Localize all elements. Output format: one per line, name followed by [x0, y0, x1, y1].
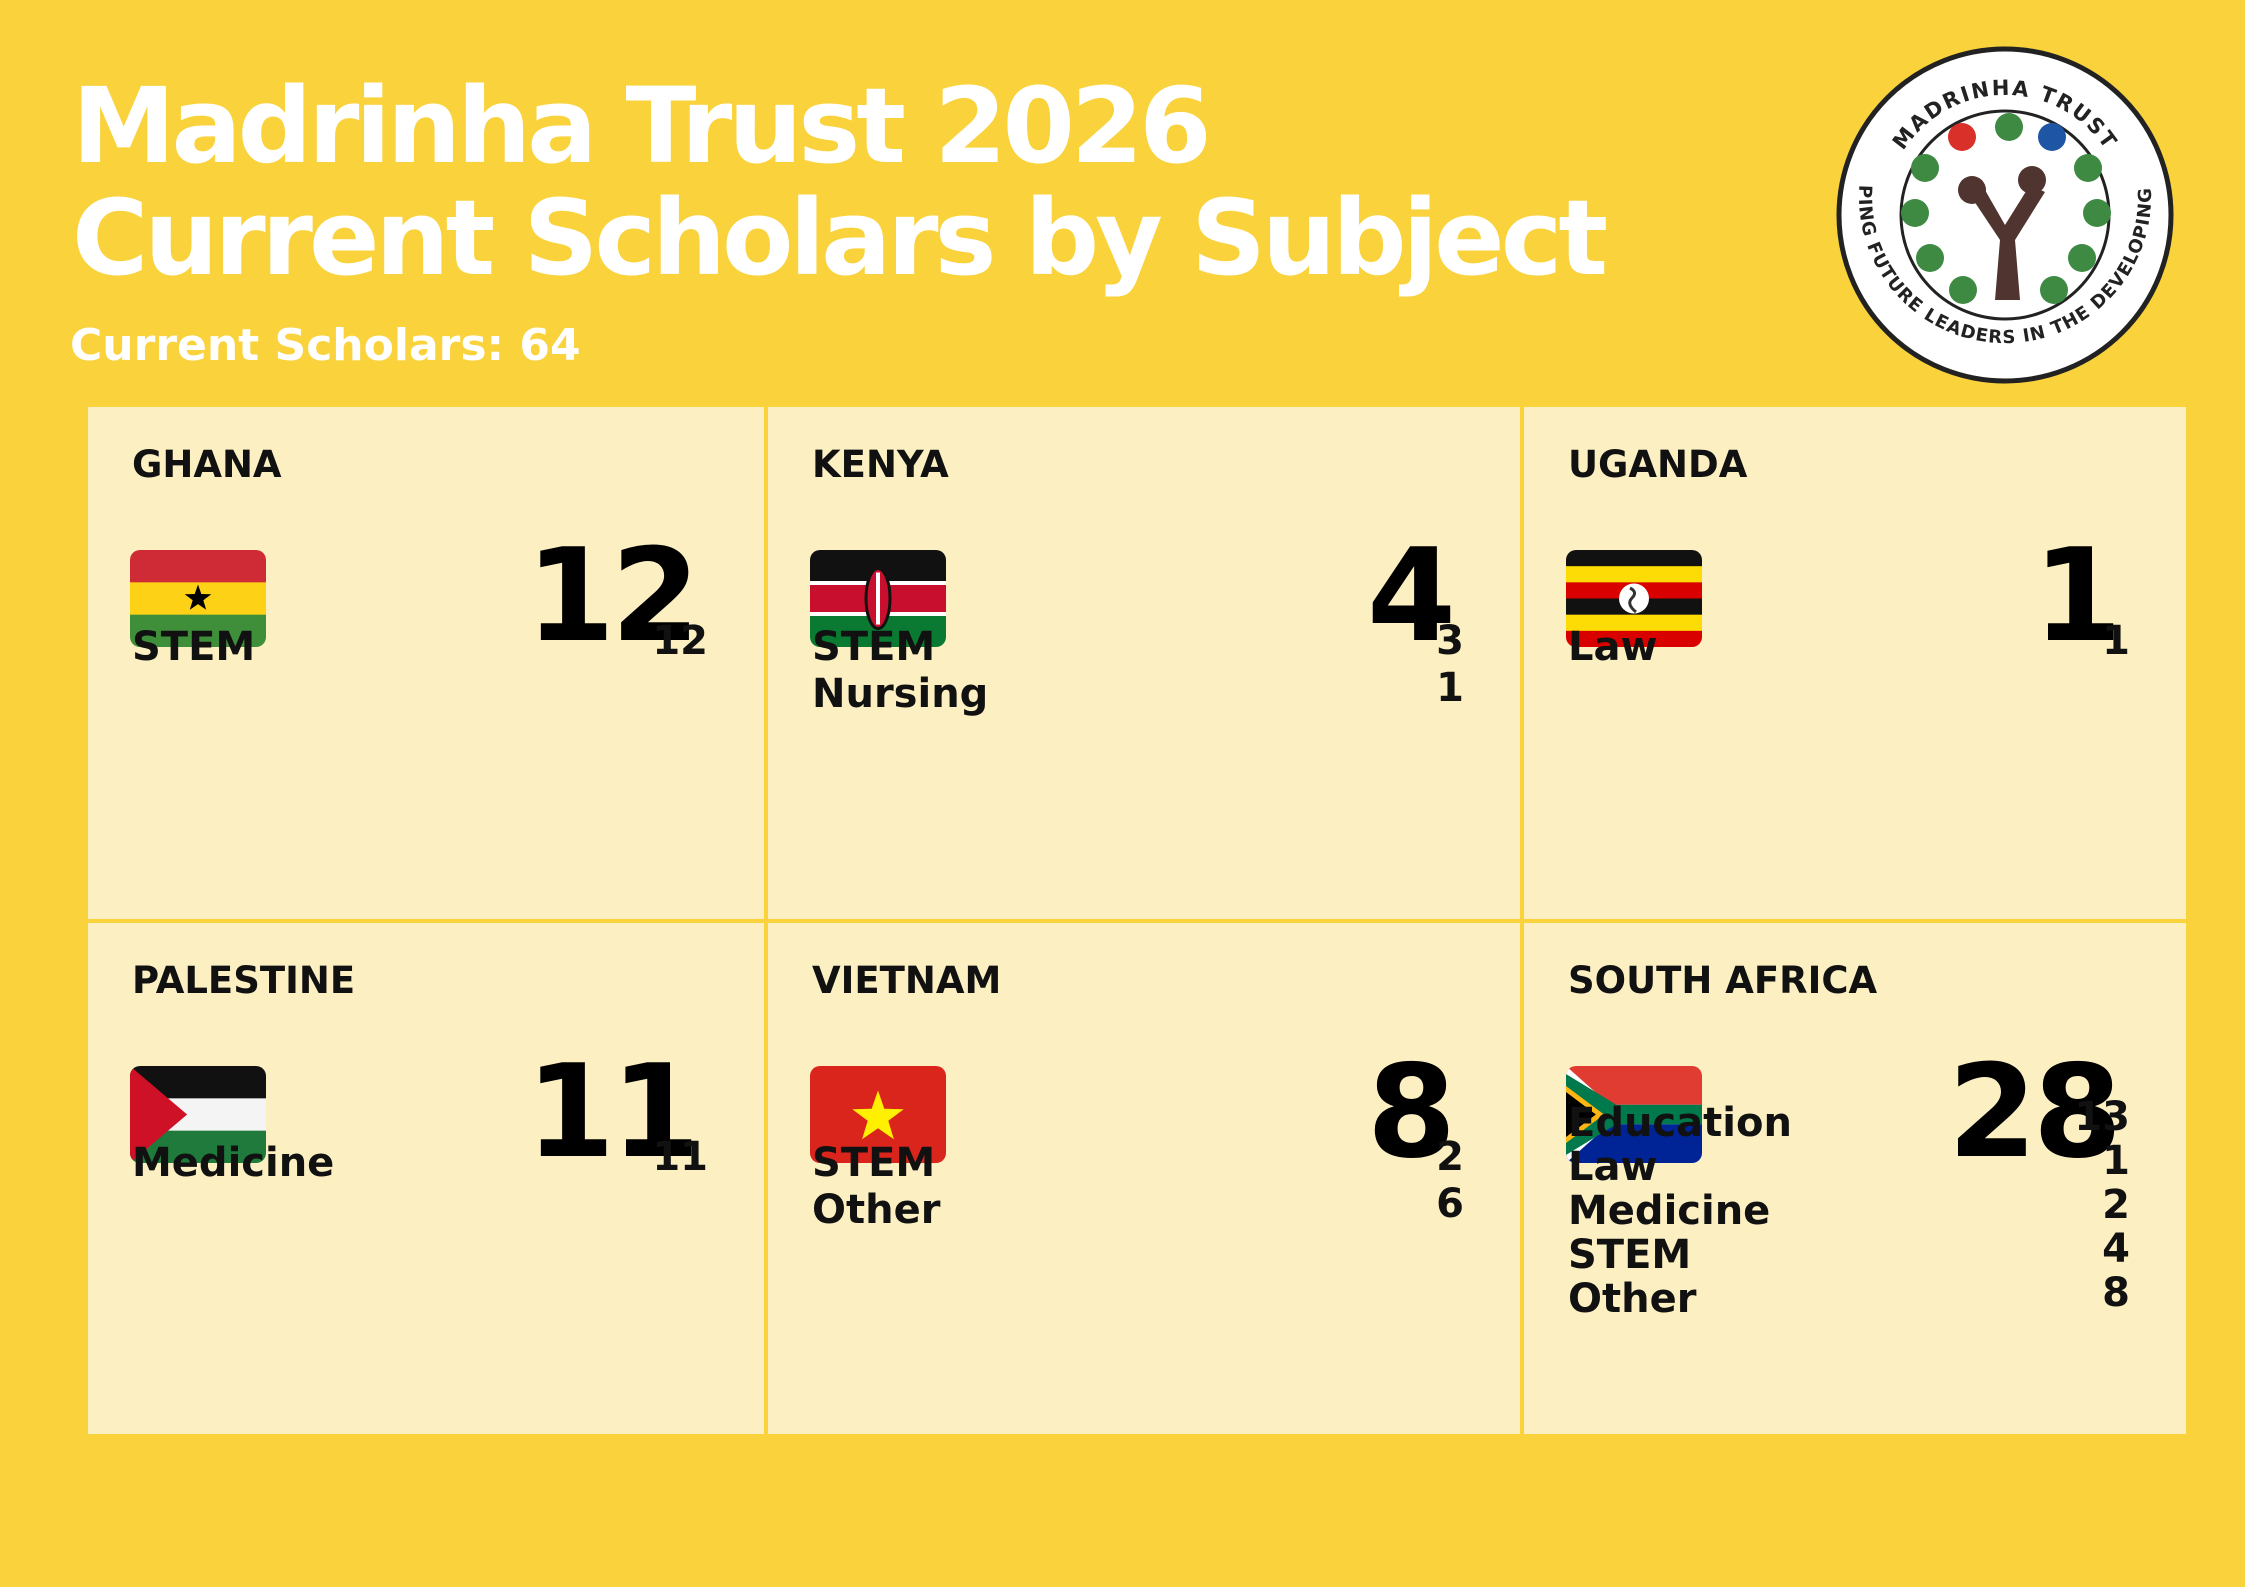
subject-name: Law — [1568, 624, 1657, 670]
flag-stripe — [1566, 1066, 1702, 1086]
country-card: GHANA 12 STEM 12 — [88, 407, 764, 919]
flag-y-black — [1566, 1092, 1596, 1137]
flag — [1566, 550, 1702, 647]
subject-name: STEM — [132, 624, 255, 670]
flag-stripe — [1566, 566, 1702, 583]
flag-stripe — [1566, 550, 1702, 567]
flag-stripe — [130, 614, 266, 647]
subject-name: Other — [812, 1187, 941, 1233]
subject-count: 12 — [652, 618, 708, 664]
subject-count: 13 — [2074, 1094, 2130, 1140]
flag-star — [184, 584, 212, 610]
subject-name: Medicine — [132, 1140, 334, 1186]
country-total: 4 — [1367, 522, 1452, 671]
flag — [810, 550, 946, 647]
card-bg — [88, 407, 764, 919]
country-name: SOUTH AFRICA — [1568, 959, 1878, 1002]
flag — [1566, 1066, 1702, 1163]
country-total: 11 — [526, 1038, 696, 1187]
subject-count: 4 — [2102, 1226, 2130, 1272]
subject-name: STEM — [812, 1140, 935, 1186]
subject-name: Other — [1568, 1276, 1697, 1322]
subject-name: STEM — [1568, 1232, 1691, 1278]
country-card: SOUTH AFRICA 28 Education 13 Law 1 Medicine 2 ST… — [1524, 923, 2186, 1434]
subject-count: 1 — [2102, 1138, 2130, 1184]
flag — [130, 550, 266, 647]
card-bg — [1524, 407, 2186, 919]
flag-stripe — [1566, 1143, 1702, 1163]
subject-name: Medicine — [1568, 1188, 1770, 1234]
country-card: VIETNAM 8 STEM 2 Other 6 — [768, 923, 1520, 1434]
flag-stripe — [1566, 630, 1702, 647]
flag — [810, 1066, 946, 1163]
flag-star — [852, 1090, 904, 1140]
flag-shield-band — [876, 572, 880, 625]
card-bg — [768, 407, 1520, 919]
country-name: UGANDA — [1568, 443, 1748, 486]
flag-triangle — [130, 1066, 188, 1163]
flag — [130, 1066, 266, 1163]
flag-stripe — [130, 550, 266, 583]
flag-stripe — [1566, 614, 1702, 632]
country-total: 12 — [526, 522, 696, 671]
country-name: KENYA — [812, 443, 949, 486]
subject-count: 8 — [2102, 1270, 2130, 1316]
subject-count: 2 — [2102, 1182, 2130, 1228]
country-total: 1 — [2033, 522, 2118, 671]
subject-count: 3 — [1436, 618, 1464, 664]
flag-emblem — [1619, 583, 1649, 614]
country-name: GHANA — [132, 443, 282, 486]
country-card: KENYA 4 STEM 3 Nursing 1 — [768, 407, 1520, 919]
subject-name: Nursing — [812, 671, 988, 717]
subject-count: 6 — [1436, 1181, 1464, 1227]
subject-name: STEM — [812, 624, 935, 670]
flag-bird — [1628, 586, 1637, 614]
title-line: Current Scholars by Subject — [72, 177, 1606, 299]
subject-name: Law — [1568, 1144, 1657, 1190]
flag-y-green — [1566, 1074, 1702, 1155]
country-name: PALESTINE — [132, 959, 355, 1002]
country-card: UGANDA 1 Law 1 — [1524, 407, 2186, 919]
country-card: PALESTINE 11 Medicine 11 — [88, 923, 764, 1434]
subject-count: 11 — [652, 1134, 708, 1180]
country-total: 8 — [1367, 1038, 1452, 1187]
country-name: VIETNAM — [812, 959, 1001, 1002]
card-bg — [768, 923, 1520, 1434]
card-bg — [88, 923, 764, 1434]
subject-name: Education — [1568, 1100, 1792, 1146]
country-total: 28 — [1948, 1038, 2118, 1187]
subject-count: 1 — [2102, 618, 2130, 664]
subject-count: 2 — [1436, 1134, 1464, 1180]
card-bg — [1524, 923, 2186, 1434]
subject-count: 1 — [1436, 665, 1464, 711]
subtitle: Current Scholars: 64 — [70, 320, 581, 371]
title-line: Madrinha Trust 2026 — [72, 65, 1208, 187]
